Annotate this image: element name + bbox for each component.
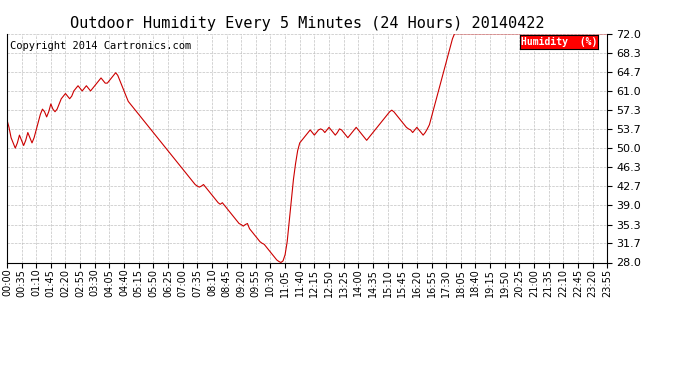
Title: Outdoor Humidity Every 5 Minutes (24 Hours) 20140422: Outdoor Humidity Every 5 Minutes (24 Hou… [70,16,544,31]
Text: Copyright 2014 Cartronics.com: Copyright 2014 Cartronics.com [10,40,191,51]
